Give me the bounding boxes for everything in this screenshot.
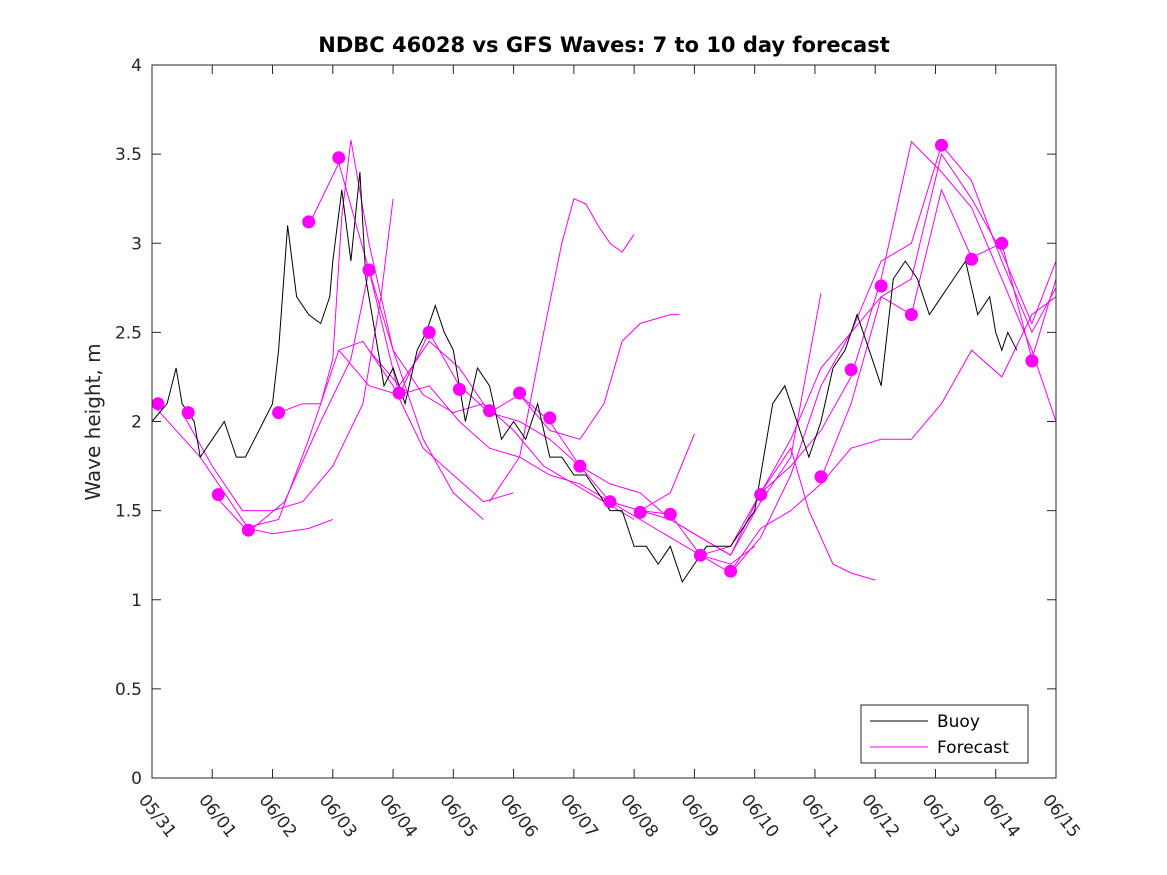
x-tick-label: 06/14 [978, 791, 1024, 842]
x-tick-label: 06/01 [194, 791, 240, 842]
x-tick-label: 06/10 [737, 791, 783, 842]
forecast-marker [362, 263, 376, 277]
forecast-marker [633, 505, 647, 519]
forecast-marker [1025, 354, 1039, 368]
forecast-marker [995, 236, 1009, 250]
forecast-marker [302, 215, 316, 229]
legend-box [860, 704, 1029, 764]
forecast-line-15 [760, 152, 1057, 494]
x-tick-label: 06/13 [918, 791, 964, 842]
forecast-line-7 [338, 349, 755, 565]
y-tick-label: 1.5 [115, 502, 142, 522]
forecast-marker [814, 470, 828, 484]
forecast-line-6 [308, 161, 695, 512]
x-tick-label: 06/09 [676, 791, 722, 842]
y-tick-label: 2.5 [115, 323, 142, 343]
forecast-line-3 [211, 269, 484, 533]
forecast-marker [452, 382, 466, 396]
x-tick-label: 06/08 [616, 791, 662, 842]
x-tick-label: 06/07 [556, 791, 602, 842]
forecast-marker [844, 363, 858, 377]
forecast-line-10 [519, 314, 680, 440]
x-tick-label: 06/04 [375, 791, 421, 842]
buoy-line [151, 171, 1018, 584]
forecast-marker [241, 523, 255, 537]
x-tick-label: 06/11 [797, 791, 843, 842]
forecast-line-1 [151, 403, 333, 535]
forecast-marker [211, 488, 225, 502]
x-tick-label: 06/12 [857, 791, 903, 842]
forecast-marker [422, 325, 436, 339]
forecast-line-2 [181, 198, 394, 512]
forecast-marker [724, 564, 738, 578]
forecast-line-4 [242, 340, 514, 529]
x-tick-label: 06/15 [1038, 791, 1084, 842]
forecast-marker [151, 397, 165, 411]
forecast-marker [543, 411, 557, 425]
x-tick-label: 06/03 [315, 791, 361, 842]
y-tick-label: 3 [131, 234, 142, 254]
forecast-marker [181, 406, 195, 420]
forecast-line-13 [700, 447, 876, 581]
x-tick-label: 05/31 [134, 791, 180, 842]
forecast-marker [483, 404, 496, 418]
forecast-line-9 [489, 198, 635, 502]
chart-title: NDBC 46028 vs GFS Waves: 7 to 10 day for… [318, 33, 889, 57]
forecast-marker [332, 151, 346, 165]
forecast-line-16 [820, 188, 1057, 479]
plot-box [151, 64, 1057, 779]
forecast-marker [693, 548, 707, 562]
forecast-marker [392, 386, 406, 400]
forecast-line-11 [609, 140, 1057, 556]
y-tick-label: 4 [131, 56, 142, 76]
y-tick-label: 0 [131, 769, 142, 789]
forecast-marker [904, 308, 918, 322]
forecast-marker [603, 495, 617, 509]
forecast-marker [513, 386, 527, 400]
series-layer [151, 138, 1057, 584]
y-tick-label: 0.5 [115, 680, 142, 700]
y-tick-label: 2 [131, 413, 142, 433]
forecast-marker [965, 252, 979, 266]
x-tick-label: 06/06 [496, 791, 542, 842]
forecast-line-8 [368, 293, 822, 556]
legend-buoy-label: Buoy [937, 712, 980, 732]
y-tick-label: 1 [131, 591, 142, 611]
forecast-marker [874, 279, 888, 293]
forecast-marker [663, 507, 677, 521]
forecast-marker [935, 138, 948, 152]
y-tick-label: 3.5 [115, 145, 142, 165]
legend: Buoy Forecast [860, 704, 1029, 764]
y-axis-label: Wave height, m [81, 343, 105, 500]
x-tick-label: 06/02 [255, 791, 301, 842]
forecast-marker [754, 488, 768, 502]
x-tick-label: 06/05 [435, 791, 481, 842]
forecast-line-14 [730, 296, 1057, 572]
forecast-marker [272, 406, 286, 420]
forecast-line-12 [640, 144, 1057, 574]
legend-forecast-label: Forecast [937, 738, 1009, 758]
forecast-marker [573, 459, 587, 473]
